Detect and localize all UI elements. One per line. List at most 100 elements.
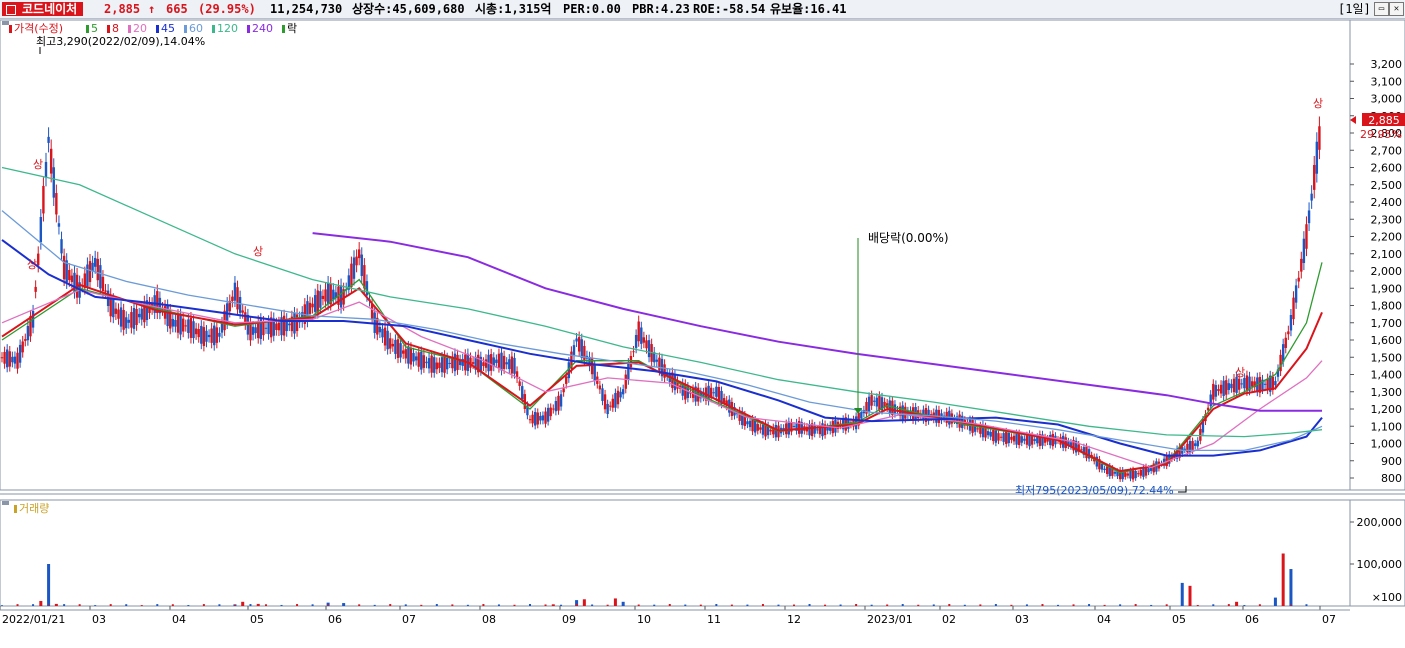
candle-body bbox=[34, 286, 37, 292]
candle-body bbox=[73, 272, 76, 293]
candle-body bbox=[552, 408, 555, 410]
candle-body bbox=[130, 312, 133, 328]
volume-bar bbox=[1212, 604, 1215, 606]
period-selector[interactable]: [1일] bbox=[1338, 2, 1371, 16]
volume-handle-icon[interactable] bbox=[2, 501, 9, 505]
x-axis-label: 11 bbox=[707, 613, 721, 626]
candle-body bbox=[759, 427, 762, 430]
candle-body bbox=[642, 337, 646, 343]
candle-body bbox=[533, 411, 537, 426]
volume-bar bbox=[1010, 604, 1013, 606]
candle-body bbox=[187, 319, 190, 333]
candle-body bbox=[1118, 469, 1122, 480]
candle-body bbox=[1077, 444, 1080, 452]
candle-body bbox=[456, 354, 459, 370]
candle-body bbox=[738, 410, 741, 421]
volume-bar bbox=[94, 605, 97, 606]
volume-bar bbox=[63, 604, 66, 606]
candle-body bbox=[181, 318, 185, 332]
volume-bar bbox=[187, 605, 190, 606]
panel-handle-icon[interactable] bbox=[2, 21, 9, 25]
volume-bar bbox=[156, 604, 159, 606]
volume-bar bbox=[793, 604, 795, 606]
candle-body bbox=[697, 387, 700, 402]
candle-body bbox=[857, 412, 860, 426]
candle-body bbox=[378, 327, 382, 333]
candle-body bbox=[720, 390, 723, 405]
x-axis-label: 06 bbox=[1245, 613, 1259, 626]
candle-body bbox=[26, 326, 30, 341]
candle-body bbox=[469, 357, 472, 368]
candle-body bbox=[238, 297, 242, 313]
candle-body bbox=[1196, 440, 1199, 447]
candle-body bbox=[1144, 466, 1148, 476]
volume-bar bbox=[575, 600, 579, 606]
x-axis-label: 2022/01/21 bbox=[2, 613, 65, 626]
candle-body bbox=[707, 385, 710, 402]
stock-name-box[interactable]: 코드네이처 bbox=[2, 2, 84, 16]
volume-bar bbox=[777, 604, 780, 606]
ma-legend-label: 60 bbox=[189, 22, 203, 35]
volume-bar bbox=[653, 604, 656, 606]
candle-body bbox=[870, 395, 873, 406]
ma-legend-swatch bbox=[107, 25, 110, 33]
candle-body bbox=[818, 425, 822, 435]
candle-body bbox=[440, 357, 444, 373]
price-tick-label: 2,800 bbox=[1371, 127, 1403, 140]
candle-body bbox=[1046, 438, 1049, 442]
candle-body bbox=[445, 357, 449, 370]
candle-body bbox=[132, 308, 136, 329]
candle-body bbox=[1289, 315, 1293, 331]
candle-body bbox=[554, 401, 558, 412]
candle-body bbox=[1025, 435, 1029, 445]
candle-body bbox=[722, 398, 726, 403]
volume-bar bbox=[233, 604, 236, 606]
volume-bar bbox=[218, 604, 221, 606]
candle-body bbox=[526, 405, 529, 416]
candle-body bbox=[295, 314, 299, 332]
candle-body bbox=[166, 305, 169, 327]
candle-body bbox=[24, 339, 27, 341]
candle-body bbox=[1082, 447, 1086, 455]
volume-bar bbox=[1041, 604, 1044, 606]
close-icon[interactable]: ✕ bbox=[1389, 2, 1404, 16]
candle-body bbox=[127, 319, 131, 323]
price-tick-label: 900 bbox=[1381, 455, 1402, 468]
candle-body bbox=[293, 313, 296, 334]
volume-bar bbox=[326, 602, 330, 606]
candle-body bbox=[482, 362, 485, 366]
candle-body bbox=[671, 372, 674, 389]
x-axis-label: 03 bbox=[92, 613, 106, 626]
candle-body bbox=[588, 356, 591, 367]
price-pointer-icon bbox=[1350, 116, 1356, 124]
candle-body bbox=[1074, 440, 1078, 453]
candle-body bbox=[1098, 459, 1101, 470]
restore-icon[interactable]: ▭ bbox=[1374, 2, 1389, 16]
current-price: 2,885 bbox=[104, 2, 141, 16]
volume-bar bbox=[404, 604, 407, 606]
volume-bar bbox=[1243, 605, 1246, 606]
candle-body bbox=[1237, 378, 1241, 390]
candle-body bbox=[616, 390, 620, 405]
candle-body bbox=[21, 341, 24, 353]
price-tick-label: 2,600 bbox=[1371, 162, 1403, 175]
x-axis-label: 08 bbox=[482, 613, 496, 626]
candle-body bbox=[37, 253, 40, 266]
volume-bar bbox=[451, 604, 454, 606]
price-tick-label: 3,000 bbox=[1371, 93, 1403, 106]
candle-body bbox=[521, 386, 524, 400]
candle-body bbox=[1069, 442, 1073, 447]
candle-body bbox=[197, 329, 200, 338]
volume-bar bbox=[606, 604, 609, 606]
candle-body bbox=[57, 223, 61, 227]
volume-bar bbox=[730, 604, 733, 606]
candle-body bbox=[179, 314, 182, 335]
volume-bar bbox=[1072, 604, 1075, 606]
candle-body bbox=[1178, 446, 1181, 458]
candle-body bbox=[1232, 378, 1236, 393]
candle-body bbox=[632, 351, 635, 353]
candle-body bbox=[973, 422, 977, 432]
trade-volume: 11,254,730 bbox=[270, 2, 343, 16]
candle-body bbox=[562, 388, 565, 393]
